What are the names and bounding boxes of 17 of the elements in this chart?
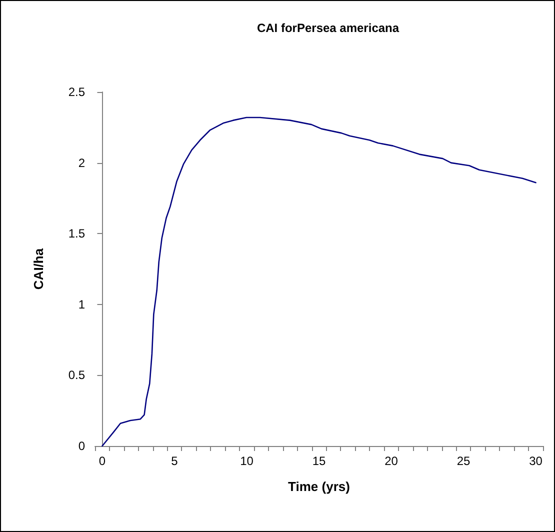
y-tick-label: 2 bbox=[78, 156, 86, 170]
y-tick-label: 0 bbox=[78, 439, 86, 453]
x-tick-label: 30 bbox=[529, 454, 543, 468]
y-tick-label: 2.5 bbox=[68, 85, 86, 99]
x-tick-label: 10 bbox=[240, 454, 254, 468]
y-tick-label: 1.5 bbox=[68, 226, 86, 241]
line-series bbox=[102, 116, 536, 447]
x-tick-label: 20 bbox=[384, 454, 398, 468]
x-tick-label: 0 bbox=[98, 454, 106, 468]
chart-title: CAI forPersea americana bbox=[256, 21, 400, 35]
x-tick-label: 15 bbox=[312, 454, 326, 468]
y-tick-label: 1 bbox=[78, 297, 86, 312]
y-axis-title: CAI/ha bbox=[31, 248, 46, 290]
y-tick-label: 0.5 bbox=[68, 368, 86, 382]
x-axis-title: Time (yrs) bbox=[288, 479, 350, 494]
x-tick-label: 25 bbox=[456, 454, 471, 468]
x-tick-label: 5 bbox=[171, 454, 178, 468]
